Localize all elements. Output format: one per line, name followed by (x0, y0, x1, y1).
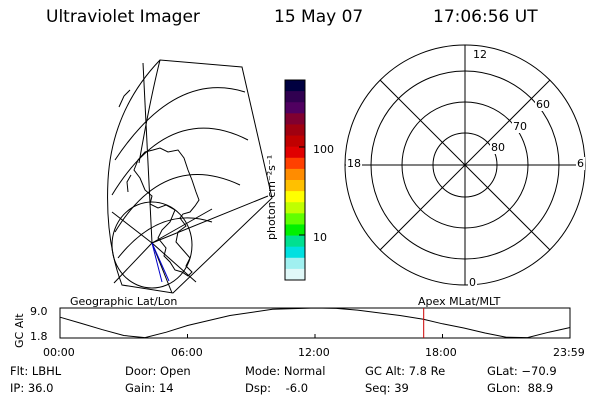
mlt-label-18: 18 (346, 157, 362, 170)
gc-alt-info: GC Alt: 7.8 Re (365, 364, 446, 378)
colorbar-segment (285, 213, 305, 225)
satellite-track (151, 242, 170, 282)
altitude-curve (59, 307, 570, 339)
longitude-line (151, 195, 269, 244)
latitude-arc (114, 174, 241, 233)
colorbar-segment (285, 113, 305, 125)
colorbar-segment (285, 224, 305, 237)
altitude-plot (59, 307, 571, 339)
colorbar-segment (285, 235, 305, 248)
colorbar-segment (285, 157, 305, 170)
mlat-label-60: 60 (535, 98, 551, 111)
longitude-line (151, 242, 197, 283)
geographic-map (107, 59, 273, 294)
polar-diagonal (379, 79, 551, 251)
latitude-arc (111, 127, 249, 196)
mlat-label-70: 70 (512, 120, 528, 133)
polar-cap-ellipse (111, 201, 193, 289)
altitude-ytick-min: 1.8 (30, 330, 48, 343)
observation-date: 15 May 07 (274, 7, 364, 27)
colorbar-segment (285, 202, 305, 214)
longitude-line (113, 242, 153, 284)
colorbar-segment (285, 135, 305, 148)
colorbar-tick-100: 100 (313, 143, 334, 156)
colorbar-segment (285, 80, 305, 92)
mlt-label-6: 6 (576, 157, 585, 170)
colorbar-segment (285, 168, 305, 181)
latitude-arc (114, 87, 246, 161)
coastline (118, 89, 131, 108)
satellite-track (151, 242, 163, 283)
time-tick-1200: 12:00 (298, 346, 330, 359)
observation-time: 17:06:56 UT (433, 7, 538, 27)
time-tick-1800: 18:00 (425, 346, 457, 359)
map-caption: Geographic Lat/Lon (70, 295, 178, 308)
longitude-line (142, 62, 153, 244)
seq-info: Seq: 39 (365, 381, 409, 395)
glon-info: GLon: 88.9 (487, 381, 554, 395)
colorbar-segment (285, 246, 305, 259)
colorbar-segment (285, 146, 305, 159)
colorbar-segment (285, 257, 305, 270)
dsp-info: Dsp: -6.0 (245, 381, 309, 395)
coastline (133, 147, 200, 277)
latitude-arc (117, 217, 213, 259)
ip-info: IP: 36.0 (10, 381, 54, 395)
longitude-line (111, 211, 153, 244)
altitude-ylabel: GC Alt (13, 313, 26, 348)
time-tick-2359: 23:59 (553, 346, 585, 359)
polar-plot (344, 44, 586, 286)
filter-info: Flt: LBHL (10, 364, 62, 378)
colorbar-segment (285, 124, 305, 137)
colorbar-segment (285, 91, 305, 103)
door-info: Door: Open (125, 364, 191, 378)
orbit-track (138, 59, 161, 164)
glat-info: GLat: −70.9 (487, 364, 557, 378)
mlt-label-0: 0 (468, 276, 477, 289)
colorbar-segment (285, 180, 305, 192)
coastline (126, 174, 132, 193)
colorbar-tick-10: 10 (313, 231, 327, 244)
altitude-ytick-max: 9.0 (30, 305, 48, 318)
gain-info: Gain: 14 (125, 381, 174, 395)
colorbar (284, 79, 306, 281)
time-tick-0000: 00:00 (43, 346, 75, 359)
mode-info: Mode: Normal (245, 364, 326, 378)
colorbar-unit-label: photon cm⁻²s⁻¹ (265, 154, 278, 240)
instrument-title: Ultraviolet Imager (46, 7, 200, 27)
altitude-plot-frame (59, 307, 571, 339)
mlt-label-12: 12 (472, 48, 488, 61)
time-tick-0600: 06:00 (171, 346, 203, 359)
longitude-line (151, 208, 213, 244)
colorbar-segment (285, 102, 305, 114)
polar-caption: Apex MLat/MLT (418, 295, 501, 308)
map-fov-boundary (107, 59, 273, 294)
colorbar-frame (284, 79, 306, 281)
colorbar-segment (285, 268, 305, 281)
colorbar-segment (285, 191, 305, 203)
mlat-label-80: 80 (490, 141, 506, 154)
